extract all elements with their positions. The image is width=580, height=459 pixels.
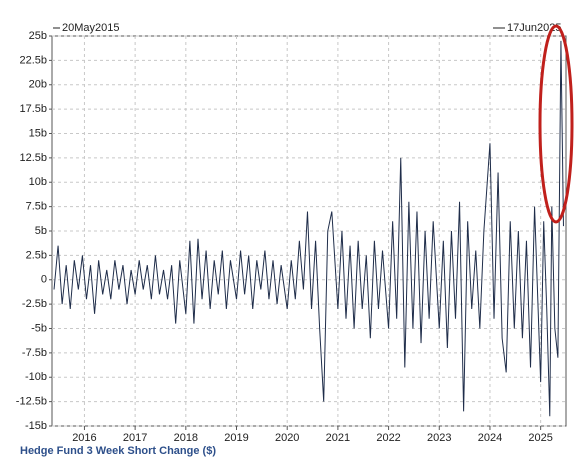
y-tick-label: -2.5b [22,298,47,310]
x-tick-label: 2025 [528,432,552,444]
x-tick-label: 2019 [224,432,248,444]
y-tick-label: -15b [25,420,47,432]
x-tick-label: 2024 [478,432,502,444]
start-label: 20May2015 [62,22,120,34]
y-tick-label: 2.5b [26,249,47,261]
plot-frame [51,35,567,427]
y-tick-label: 10b [29,176,47,188]
y-tick-label: 22.5b [19,54,47,66]
end-label: 17Jun2025 [507,22,561,34]
x-tick-label: 2020 [275,432,299,444]
data-line [53,40,564,417]
x-tick-label: 2016 [72,432,96,444]
y-tick-label: 12.5b [19,152,47,164]
x-tick-label: 2018 [174,432,198,444]
y-tick-label: 20b [29,79,47,91]
y-tick-label: 5b [35,225,47,237]
y-tick-label: -7.5b [22,347,47,359]
x-tick-label: 2023 [427,432,451,444]
y-tick-label: 25b [29,30,47,42]
x-tick-label: 2017 [123,432,147,444]
y-tick-label: 0 [41,274,47,286]
y-tick-label: -5b [31,322,47,334]
x-tick-label: 2022 [376,432,400,444]
y-tick-label: -10b [25,371,47,383]
y-tick-label: -12.5b [16,396,47,408]
highlight-ellipse [538,24,574,224]
y-tick-label: 7.5b [26,201,47,213]
x-axis-title: Hedge Fund 3 Week Short Change ($) [20,445,216,457]
x-tick-label: 2021 [326,432,350,444]
y-tick-label: 17.5b [19,103,47,115]
y-tick-label: 15b [29,127,47,139]
